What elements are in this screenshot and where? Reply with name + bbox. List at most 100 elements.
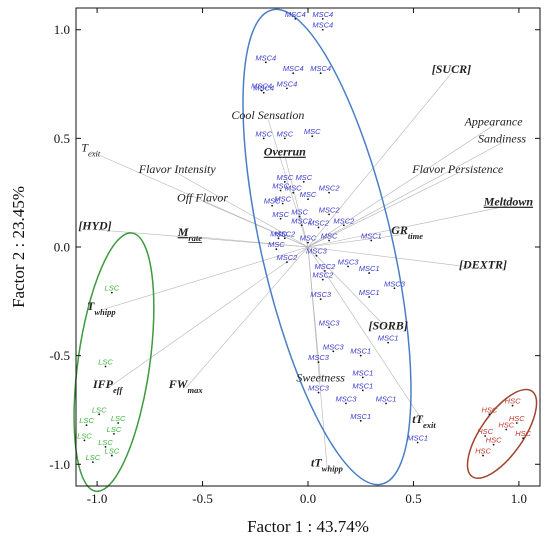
data-point-label: MSC (276, 129, 293, 138)
data-point-label: MSC2 (308, 218, 330, 227)
variable-label: Sweetness (296, 371, 345, 385)
data-point (117, 422, 120, 424)
data-point-label: MSC3 (306, 247, 328, 256)
data-point (317, 226, 320, 229)
variable-vector (307, 72, 452, 248)
data-point-label: MSC1 (352, 381, 373, 390)
data-point (307, 198, 309, 201)
data-point (292, 191, 295, 194)
data-point (368, 296, 371, 298)
data-point-label: MSC1 (376, 394, 397, 403)
data-point-label: LSC (92, 405, 107, 414)
variable-label: Off Flavor (177, 190, 228, 204)
data-point (260, 89, 263, 92)
variable-label: Flavor Intensity (138, 162, 217, 176)
x-tick-label: 1.0 (511, 491, 527, 506)
data-point (492, 443, 495, 446)
data-point (368, 272, 371, 274)
data-point-label: LSC (79, 416, 94, 425)
data-point (328, 213, 330, 216)
data-point (482, 454, 484, 457)
data-point (113, 432, 115, 435)
x-tick-label: 0.5 (405, 491, 421, 506)
data-point-label: LSC (105, 447, 120, 456)
data-point (283, 237, 286, 240)
data-point (332, 350, 335, 353)
x-tick-label: 0.0 (300, 491, 316, 506)
data-point-label: MSC2 (276, 253, 298, 262)
variable-label: Appearance (464, 114, 524, 128)
variable-vector (307, 172, 458, 248)
data-point-label: MSC3 (323, 342, 345, 351)
data-point-label: MSC3 (308, 384, 330, 393)
data-point (359, 354, 362, 357)
variable-label: GRtime (391, 223, 423, 241)
data-point-label: LSC (98, 438, 113, 447)
data-point-label: LSC (98, 358, 113, 367)
data-point-label: MSC (300, 190, 317, 199)
data-point-label: HSC (505, 397, 521, 406)
x-tick-label: -0.5 (192, 491, 213, 506)
data-point (319, 72, 322, 75)
data-point (279, 189, 282, 192)
data-point-label: MSC (291, 208, 308, 217)
data-point-label: MSC (270, 229, 287, 238)
data-point (85, 424, 88, 427)
variable-vector (284, 155, 309, 248)
data-point-label: HSC (477, 427, 493, 436)
data-point (286, 261, 288, 264)
data-point-label: MSC1 (350, 347, 371, 356)
variable-label: tTwhipp (311, 455, 343, 473)
data-point-label: MSC (268, 240, 285, 249)
data-point (311, 135, 314, 138)
data-point (104, 365, 107, 368)
data-point (347, 265, 349, 268)
data-point (294, 17, 297, 20)
y-tick-label: 0.5 (54, 131, 70, 146)
cluster-ellipse-msc (242, 8, 412, 486)
variable-label: [DEXTR] (459, 258, 507, 272)
variable-vector (185, 246, 309, 389)
data-point (511, 404, 514, 407)
variable-vector (307, 125, 494, 248)
variable-label: [HYD] (78, 219, 111, 233)
data-point (484, 435, 487, 437)
variable-vector (189, 235, 309, 248)
data-point (262, 91, 265, 94)
data-point-label: MSC2 (312, 271, 334, 280)
data-point-label: MSC (274, 195, 291, 204)
data-point-label: LSC (105, 284, 120, 293)
data-point (271, 204, 274, 207)
data-point-label: HSC (475, 447, 491, 456)
data-point (515, 422, 518, 424)
data-point (292, 72, 295, 75)
data-point-label: MSC1 (378, 334, 399, 343)
data-point (505, 428, 508, 431)
data-point (416, 441, 419, 444)
x-axis-label: Factor 1 : 43.74% (247, 517, 369, 536)
data-point-label: MSC1 (359, 264, 380, 273)
data-point-label: HSC (486, 436, 502, 445)
data-point (302, 180, 305, 183)
data-point-label: HSC (509, 414, 525, 423)
data-point (264, 61, 267, 64)
data-point (393, 287, 396, 290)
data-point-label: MSC3 (384, 279, 406, 288)
data-point (283, 180, 286, 183)
variable-label: FWmax (168, 377, 204, 395)
variable-label: Sandiness (478, 132, 526, 146)
data-point (370, 239, 373, 242)
data-point (110, 454, 113, 457)
data-point (283, 137, 286, 140)
data-point (83, 439, 86, 442)
variable-label: Flavor Persistence (411, 162, 504, 176)
data-point (321, 28, 324, 31)
data-point-label: MSC (295, 173, 312, 182)
data-point (300, 224, 303, 227)
variable-vector (177, 172, 309, 248)
data-point-label: MSC4 (276, 79, 297, 88)
data-point-label: MSC (300, 234, 317, 243)
variable-vector (107, 246, 309, 389)
y-tick-label: -1.0 (49, 457, 70, 472)
